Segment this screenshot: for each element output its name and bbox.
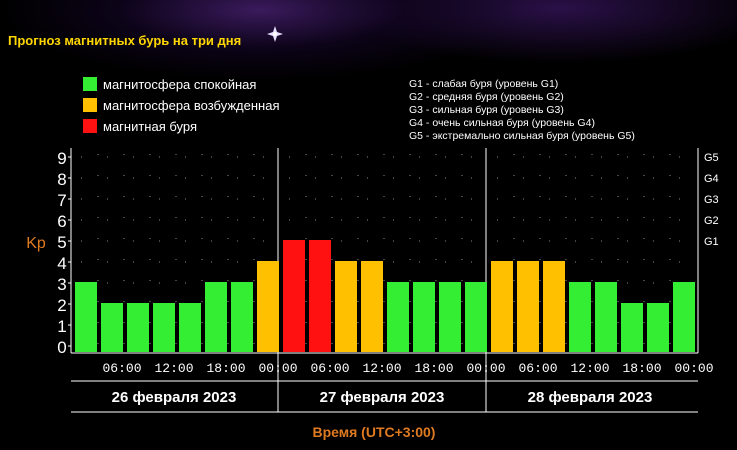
y-tick-label: 5 [57, 233, 66, 252]
y-tick-label: 2 [57, 296, 66, 315]
legend-label: магнитная буря [103, 119, 197, 134]
x-tick-label: 06:00 [310, 361, 349, 376]
bar [361, 261, 383, 352]
y-tick-label: 9 [57, 149, 66, 168]
g-scale-legend-item: G4 - очень сильная буря (уровень G4) [409, 117, 595, 129]
x-axis-label: Время (UTC+3:00) [313, 424, 436, 440]
y-tick-label: 3 [57, 275, 66, 294]
x-tick-label: 12:00 [570, 361, 609, 376]
bar [543, 261, 565, 352]
y-tick-label: 7 [57, 191, 66, 210]
g-scale-legend-item: G5 - экстремально сильная буря (уровень … [409, 130, 635, 142]
bar [465, 282, 487, 352]
day-label: 26 февраля 2023 [112, 389, 237, 406]
legend-swatch [83, 119, 97, 133]
bar [257, 261, 279, 352]
x-tick-label: 00:00 [466, 361, 505, 376]
x-tick-label: 18:00 [622, 361, 661, 376]
legend-label: магнитосфера возбужденная [103, 98, 280, 113]
x-tick-label: 06:00 [102, 361, 141, 376]
legend-swatch [83, 98, 97, 112]
bars [75, 240, 695, 352]
g-scale-label: G2 [704, 215, 719, 227]
bar [439, 282, 461, 352]
x-tick-labels: 06:00 12:00 18:00 00:00 06:00 12:00 18:00 00:00… [102, 361, 713, 376]
bar [127, 303, 149, 352]
bar [673, 282, 695, 352]
legend-left: магнитосфера спокойная магнитосфера возбу… [83, 77, 280, 134]
y-axis-label: Kp [26, 235, 46, 252]
y-tick-label: 6 [57, 212, 66, 231]
bar [101, 303, 123, 352]
bar [75, 282, 97, 352]
bar [621, 303, 643, 352]
bar [309, 240, 331, 352]
x-tick-label: 18:00 [206, 361, 245, 376]
bar [647, 303, 669, 352]
bar [283, 240, 305, 352]
y-tick-label: 8 [57, 170, 66, 189]
legend-right: G1 - слабая буря (уровень G1)G2 - средня… [409, 78, 635, 142]
g-scale-label: G1 [704, 236, 719, 248]
g-scale-legend-item: G2 - средняя буря (уровень G2) [409, 91, 564, 103]
x-tick-label: 00:00 [674, 361, 713, 376]
g-scale-legend-item: G3 - сильная буря (уровень G3) [409, 104, 564, 116]
day-labels: 26 февраля 2023 27 февраля 2023 28 февраля… [112, 389, 653, 406]
bar [491, 261, 513, 352]
bar [335, 261, 357, 352]
bar [413, 282, 435, 352]
bar [387, 282, 409, 352]
legend-swatch [83, 77, 97, 91]
bar [205, 282, 227, 352]
g-scale-label: G3 [704, 194, 719, 206]
bar [595, 282, 617, 352]
bar [517, 261, 539, 352]
x-tick-label: 00:00 [258, 361, 297, 376]
y-tick-label: 1 [57, 317, 66, 336]
x-tick-label: 06:00 [518, 361, 557, 376]
bar [569, 282, 591, 352]
x-tick-label: 12:00 [154, 361, 193, 376]
g-scale-label: G4 [704, 173, 719, 185]
day-label: 27 февраля 2023 [320, 389, 445, 406]
bar [153, 303, 175, 352]
g-scale-label: G5 [704, 152, 719, 164]
g-scale-legend-item: G1 - слабая буря (уровень G1) [409, 78, 558, 90]
plot-area: 0 1 2 3 4 5 6 7 8 9 Kp G1 G2 G3 G4 G5 06:00 12:00 18:00 00:… [26, 148, 719, 440]
day-label: 28 февраля 2023 [528, 389, 653, 406]
bar [231, 282, 253, 352]
chart-title: Прогноз магнитных бурь на три дня [8, 33, 241, 48]
star-icon [267, 26, 283, 42]
y-tick-label: 4 [57, 254, 66, 273]
legend-label: магнитосфера спокойная [103, 77, 256, 92]
x-tick-label: 12:00 [362, 361, 401, 376]
bar [179, 303, 201, 352]
y-tick-label: 0 [57, 338, 66, 357]
x-tick-label: 18:00 [414, 361, 453, 376]
